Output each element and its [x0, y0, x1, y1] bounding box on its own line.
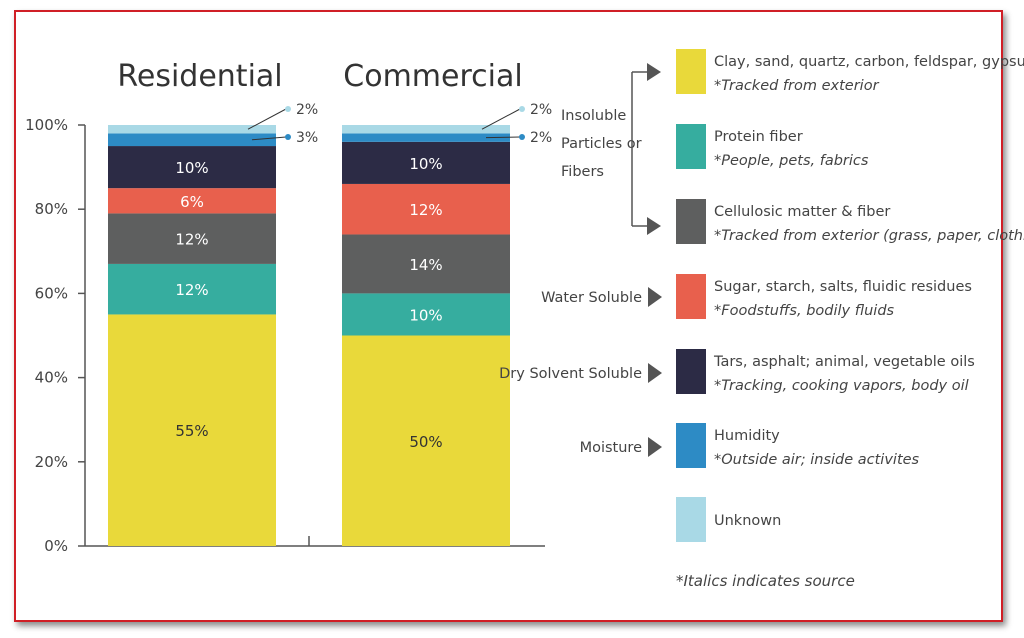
y-tick-label: 80% — [35, 200, 68, 218]
legend-title-protein: Protein fiber — [714, 129, 803, 145]
legend-source-water_soluble: *Foodstuffs, bodily fluids — [714, 303, 895, 319]
callout-line-moisture-1 — [485, 136, 521, 139]
bar-label-protein-1: 10% — [409, 306, 442, 324]
insoluble-group: Insoluble Particles or Fibers — [561, 63, 661, 235]
legend-source-clay: *Tracked from exterior — [714, 78, 880, 94]
small-segment-callouts: 2% 3% 2% 2% — [247, 102, 552, 146]
water-soluble-arrow-icon — [648, 287, 662, 307]
bar-segment-water_soluble-0 — [108, 188, 276, 214]
legend-swatch-cellulosic — [676, 199, 706, 244]
bar-label-water_soluble-1: 12% — [409, 201, 442, 219]
legend-swatch-water_soluble — [676, 274, 706, 319]
legend-swatch-dry_solvent — [676, 349, 706, 394]
y-tick-label: 20% — [35, 453, 68, 471]
bar-segment-clay-0 — [108, 314, 276, 546]
bar-label-cellulosic-0: 12% — [175, 231, 208, 249]
legend-title-moisture: Humidity — [714, 428, 780, 444]
bar-segment-unknown-0 — [108, 125, 276, 134]
y-tick-label: 0% — [44, 537, 68, 555]
legend-swatch-unknown — [676, 497, 706, 542]
commercial-title: Commercial — [343, 59, 522, 94]
y-tick-label: 100% — [25, 116, 68, 134]
bar-segment-cellulosic-0 — [108, 213, 276, 264]
legend-source-moisture: *Outside air; inside activites — [714, 452, 920, 468]
dry-solvent-group: Dry Solvent Soluble — [499, 363, 662, 383]
callout-dot-moisture-0 — [285, 134, 291, 140]
bar-segment-clay-1 — [342, 335, 510, 546]
bar-segment-moisture-1 — [342, 133, 510, 142]
legend-source-dry_solvent: *Tracking, cooking vapors, body oil — [714, 378, 969, 394]
bar-segment-dry_solvent-1 — [342, 141, 510, 184]
bar-segment-cellulosic-1 — [342, 234, 510, 294]
callout-dot-unknown-0 — [285, 106, 291, 112]
callout-line-unknown-1 — [481, 108, 521, 130]
bar-label-cellulosic-1: 14% — [409, 256, 442, 274]
y-tick-label: 60% — [35, 284, 68, 302]
bar-segment-protein-1 — [342, 293, 510, 336]
bars — [108, 125, 510, 546]
moisture-group: Moisture — [580, 437, 662, 457]
legend-source-cellulosic: *Tracked from exterior (grass, paper, cl… — [714, 228, 1024, 244]
insoluble-label-line1: Insoluble — [561, 108, 626, 124]
bar-segment-dry_solvent-0 — [108, 146, 276, 189]
bar-label-clay-0: 55% — [175, 422, 208, 440]
callout-dot-moisture-1 — [519, 134, 525, 140]
bar-label-dry_solvent-0: 10% — [175, 159, 208, 177]
legend-title-cellulosic: Cellulosic matter & fiber — [714, 204, 890, 220]
legend-swatch-protein — [676, 124, 706, 169]
legend-title-unknown: Unknown — [714, 513, 781, 529]
bar-segment-unknown-1 — [342, 125, 510, 134]
bracket-bottom-arrow-icon — [647, 217, 661, 235]
legend-title-dry_solvent: Tars, asphalt; animal, vegetable oils — [713, 354, 975, 370]
insoluble-label-line2: Particles or — [561, 136, 642, 152]
bar-label-water_soluble-0: 6% — [180, 193, 204, 211]
callout-line-unknown-0 — [247, 108, 287, 130]
water-soluble-group: Water Soluble — [541, 287, 662, 307]
bar-label-dry_solvent-1: 10% — [409, 155, 442, 173]
bar-label-protein-0: 12% — [175, 281, 208, 299]
callout-label-unknown-0: 2% — [296, 102, 318, 118]
bar-label-clay-1: 50% — [409, 433, 442, 451]
callout-label-unknown-1: 2% — [530, 102, 552, 118]
bar-labels: 55% 12% 12% 6% 10% 50% 10% 14% 12% 10% — [175, 155, 442, 451]
callout-line-moisture-0 — [251, 136, 287, 141]
bar-segment-protein-0 — [108, 263, 276, 315]
insoluble-label-line3: Fibers — [561, 164, 604, 180]
legend-swatch-clay — [676, 49, 706, 94]
legend: Clay, sand, quartz, carbon, feldspar, gy… — [676, 49, 1024, 542]
legend-title-water_soluble: Sugar, starch, salts, fluidic residues — [714, 279, 972, 295]
y-tick-labels: 0% 20% 40% 60% 80% 100% — [25, 116, 85, 555]
bar-segment-moisture-0 — [108, 133, 276, 147]
residential-title: Residential — [117, 59, 282, 94]
y-tick-label: 40% — [35, 369, 68, 387]
dry-solvent-arrow-icon — [648, 363, 662, 383]
footnote: *Italics indicates source — [676, 572, 855, 590]
bracket-top-arrow-icon — [647, 63, 661, 81]
bar-segment-water_soluble-1 — [342, 183, 510, 235]
dry-solvent-label: Dry Solvent Soluble — [499, 366, 642, 382]
legend-source-protein: *People, pets, fabrics — [714, 153, 869, 169]
legend-title-clay: Clay, sand, quartz, carbon, feldspar, gy… — [714, 54, 1024, 70]
legend-swatch-moisture — [676, 423, 706, 468]
moisture-label: Moisture — [580, 440, 642, 456]
moisture-arrow-icon — [648, 437, 662, 457]
water-soluble-label: Water Soluble — [541, 290, 642, 306]
callout-dot-unknown-1 — [519, 106, 525, 112]
callout-label-moisture-0: 3% — [296, 130, 318, 146]
callout-label-moisture-1: 2% — [530, 130, 552, 146]
